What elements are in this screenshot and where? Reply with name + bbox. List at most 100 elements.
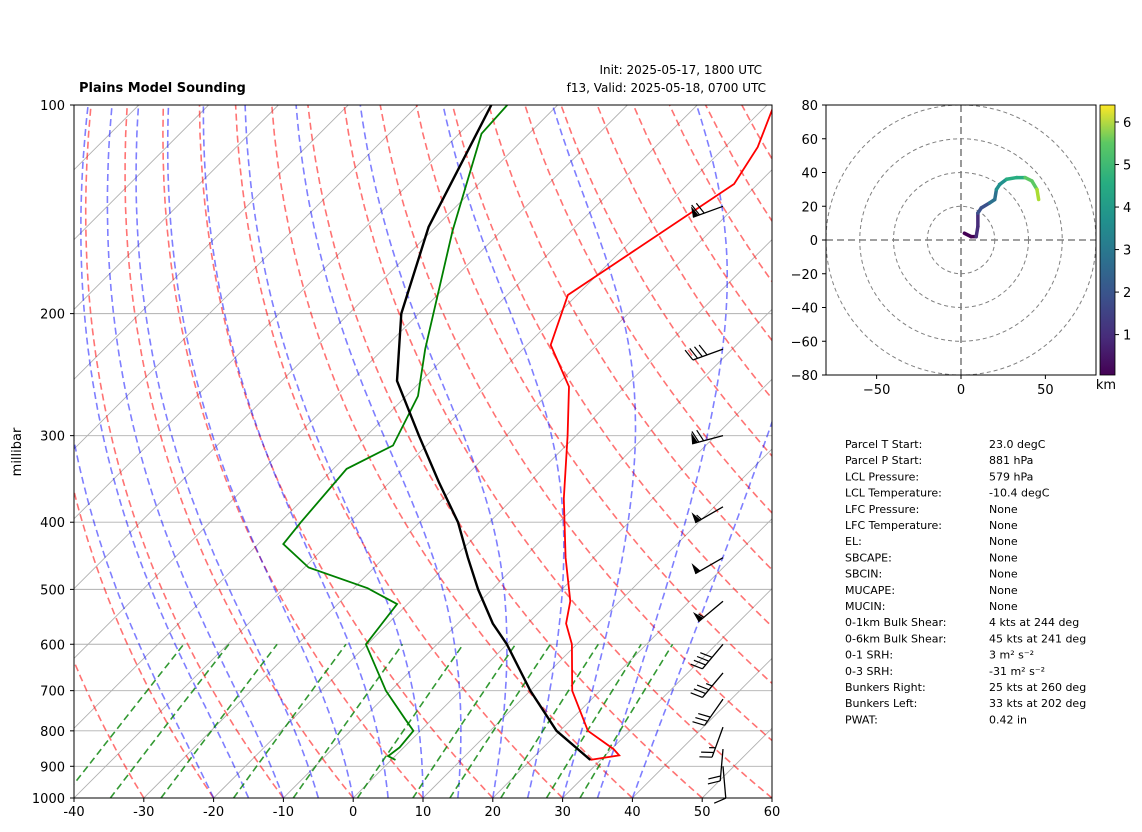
x-tick-label: -30 <box>133 805 154 820</box>
dry-adiabat <box>487 105 772 571</box>
moist-adiabat <box>106 105 285 798</box>
moist-adiabat <box>596 105 728 798</box>
y-tick-label: 800 <box>40 725 65 740</box>
mixing-ratio-line <box>160 643 278 798</box>
isotherm-line <box>701 727 772 798</box>
hodograph-trace <box>962 175 1041 239</box>
y-tick-label: 100 <box>40 99 65 114</box>
dry-adiabat <box>814 105 1142 798</box>
hodo-y-tick-label: −60 <box>791 335 818 350</box>
moist-adiabat <box>442 105 565 798</box>
moist-adiabat <box>166 105 354 798</box>
mixing-ratio-line <box>579 643 674 798</box>
param-value: 4 kts at 244 deg <box>989 616 1079 629</box>
dry-adiabat <box>271 105 633 798</box>
y-tick-label: 200 <box>40 308 65 323</box>
param-label: LFC Temperature: <box>845 519 942 532</box>
mixing-ratio-line <box>500 643 599 798</box>
dry-adiabat <box>74 659 145 798</box>
x-tick-label: 60 <box>764 805 781 820</box>
isotherm-line <box>492 518 772 798</box>
param-label: MUCAPE: <box>845 584 895 597</box>
param-label: Bunkers Right: <box>845 681 926 694</box>
param-value: 25 kts at 260 deg <box>989 681 1086 694</box>
param-value: 23.0 degC <box>989 438 1046 451</box>
hodo-x-tick-label: −50 <box>863 383 890 398</box>
dry-adiabat <box>198 105 494 798</box>
colorbar: 1 2 3 4 5 6 km <box>1096 104 1131 393</box>
colorbar-tick-label: 2 <box>1123 286 1131 301</box>
chart-title: Plains Model Sounding <box>79 81 246 96</box>
isotherm-line <box>74 105 419 450</box>
param-value: 579 hPa <box>989 470 1033 483</box>
param-label: LCL Pressure: <box>845 470 919 483</box>
moist-adiabat <box>202 105 389 798</box>
moist-adiabat <box>295 105 462 798</box>
mixing-ratio-line <box>412 643 517 798</box>
wind-barb <box>691 557 724 575</box>
param-value: 45 kts at 241 deg <box>989 632 1086 645</box>
param-value: None <box>989 584 1018 597</box>
param-value: -31 m² s⁻² <box>989 665 1045 678</box>
wind-barbs <box>684 202 727 804</box>
param-label: 0-6km Bulk Shear: <box>845 632 947 645</box>
param-label: Bunkers Left: <box>845 697 917 710</box>
dry-adiabat <box>234 105 564 798</box>
param-value: None <box>989 519 1018 532</box>
isotherm-line <box>143 169 772 798</box>
mixing-ratio-line <box>356 643 464 798</box>
temperature-profile <box>549 107 772 761</box>
isotherm-line <box>74 105 279 311</box>
dewpoint-profile <box>282 105 508 761</box>
hodograph-rings <box>826 105 1096 375</box>
y-tick-label: 600 <box>40 638 65 653</box>
isotherm-line <box>74 105 349 380</box>
moist-adiabat <box>551 105 637 798</box>
wind-barb <box>691 429 724 445</box>
wind-barb <box>692 600 724 623</box>
isotherm-line <box>74 105 489 520</box>
colorbar-tick-label: 4 <box>1123 201 1131 216</box>
param-value: None <box>989 535 1018 548</box>
x-tick-label: -40 <box>63 805 84 820</box>
isotherm-line <box>771 797 772 798</box>
param-value: -10.4 degC <box>989 487 1050 500</box>
colorbar-label: km <box>1096 378 1116 393</box>
hodograph-plot: −50 0 50 80 60 40 20 0 −20 −40 −60 −80 <box>791 99 1097 398</box>
y-tick-label: 900 <box>40 760 65 775</box>
hodograph-axes: −50 0 50 80 60 40 20 0 −20 −40 −60 −80 <box>791 99 1054 398</box>
isotherm-line <box>632 657 772 798</box>
isotherm-line <box>74 105 628 660</box>
moist-adiabat <box>359 105 508 798</box>
y-tick-label: 300 <box>40 430 65 445</box>
dry-adiabat <box>850 105 1142 798</box>
y-tick-label: 400 <box>40 516 65 531</box>
dry-adiabat <box>704 105 772 223</box>
isotherm-line <box>74 105 558 590</box>
hodo-y-tick-label: −40 <box>791 302 818 317</box>
param-value: 881 hPa <box>989 454 1033 467</box>
isotherm-line <box>74 105 209 241</box>
x-tick-label: 0 <box>349 805 357 820</box>
param-value: 33 kts at 202 deg <box>989 697 1086 710</box>
parcel-path <box>395 105 592 761</box>
x-tick-label: -20 <box>203 805 224 820</box>
valid-time-label: f13, Valid: 2025-05-18, 0700 UTC <box>567 81 766 95</box>
param-value: 3 m² s⁻² <box>989 649 1034 662</box>
x-tick-label: 30 <box>554 805 571 820</box>
x-tick-label: 10 <box>415 805 432 820</box>
parameters-table: Parcel T Start: 23.0 degC Parcel P Start: 8… <box>845 438 1086 726</box>
hodo-y-tick-label: 40 <box>801 167 818 182</box>
colorbar-tick-label: 1 <box>1123 329 1131 344</box>
param-label: LFC Pressure: <box>845 503 919 516</box>
skewt-x-axis: -40 -30 -20 -10 0 10 20 30 40 50 60 <box>63 798 780 820</box>
skewt-background-lines <box>74 105 1142 798</box>
dry-adiabat <box>632 105 772 342</box>
param-value: None <box>989 568 1018 581</box>
wind-barb <box>713 766 727 804</box>
param-value: 0.42 in <box>989 713 1027 726</box>
x-tick-label: 50 <box>694 805 711 820</box>
wind-barb <box>699 726 724 758</box>
hodo-y-tick-label: 60 <box>801 133 818 148</box>
colorbar-tick-label: 5 <box>1123 159 1131 174</box>
